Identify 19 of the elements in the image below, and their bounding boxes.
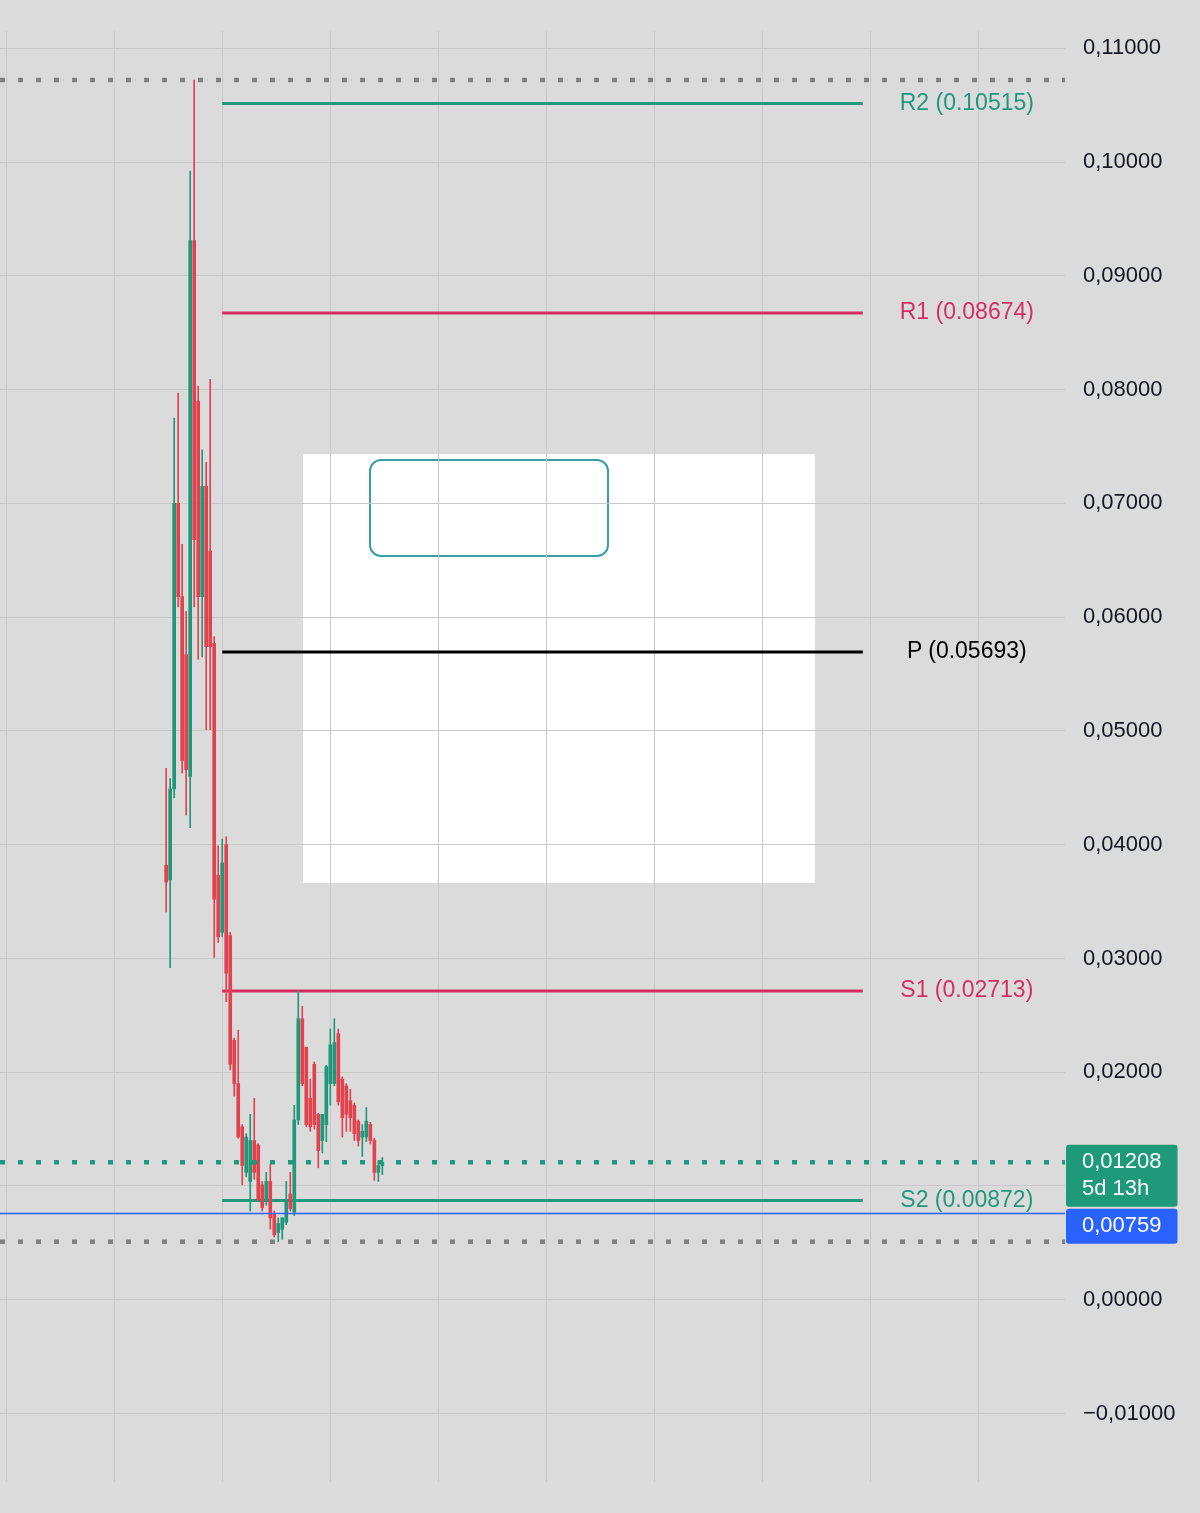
y-tick-label: 0,06000 [1083, 603, 1163, 629]
series-label: S2 (0.00872) [900, 1185, 1034, 1212]
ref-line-label: 0,01208 5d 13h [1082, 1148, 1162, 1201]
ref-line-label: 0,00759 [1082, 1212, 1162, 1238]
y-tick-label: 0,00000 [1083, 1285, 1163, 1311]
y-tick-label: 0,05000 [1083, 716, 1163, 742]
series-label: P (0.05693) [906, 637, 1027, 664]
y-tick-label: 0,07000 [1083, 489, 1163, 515]
y-tick-label: 0,09000 [1083, 261, 1163, 287]
y-tick-label: 0,03000 [1083, 944, 1163, 970]
series-label: R1 (0.08674) [899, 298, 1034, 325]
y-tick-label: 0,08000 [1083, 375, 1163, 401]
y-tick-label: 0,10000 [1083, 148, 1163, 174]
y-tick-label: 0,04000 [1083, 830, 1163, 856]
series-label: S1 (0.02713) [900, 976, 1034, 1003]
y-tick-label: 0,11000 [1083, 34, 1161, 60]
y-tick-label: 0,02000 [1083, 1058, 1163, 1084]
series-label: R2 (0.10515) [899, 88, 1034, 115]
y-tick-label: −0,01000 [1083, 1399, 1176, 1425]
